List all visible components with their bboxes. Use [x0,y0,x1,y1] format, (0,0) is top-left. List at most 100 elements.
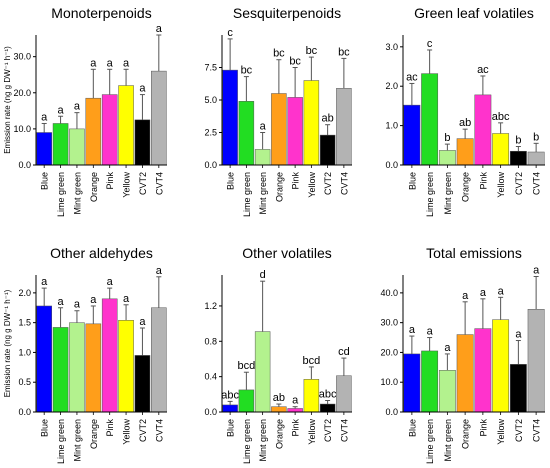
x-tick-label: Yellow [122,419,132,445]
x-tick-label: Mint green [258,419,268,462]
bar-yellow [492,133,510,166]
x-tick-label: Lime green [56,419,66,464]
y-tick-label: 1.2 [204,301,217,311]
bar-lime-green [421,73,439,166]
bar-yellow [303,379,320,413]
significance-letter: bc [306,45,318,57]
chart-panel-1: Monoterpenoids Emission rate (ng g DW⁻¹ h… [3,5,167,217]
x-tick-label: Pink [478,172,488,190]
significance-letter: ac [406,71,418,83]
significance-letter: a [123,293,130,305]
y-tick-label: 10.0 [13,124,31,134]
significance-letter: bcd [303,355,321,367]
bar-cvt4 [151,307,167,413]
significance-letter: a [533,264,540,276]
significance-letter: a [107,57,114,69]
x-tick-label: Yellow [122,172,132,198]
x-tick-label: Orange [89,172,99,202]
chart-title: Monoterpenoids [51,5,151,21]
x-tick-label: CVT4 [154,172,164,195]
x-tick-label: Blue [40,419,50,437]
bar-cvt2 [319,134,336,166]
bar-mint-green [69,128,85,166]
bar-pink [101,94,118,166]
significance-letter: abc [319,389,337,401]
bar-pink [287,408,303,413]
significance-letter: ab [273,392,285,404]
bar-mint-green [438,370,456,413]
significance-letter: a [41,111,48,123]
significance-letter: ac [477,64,489,76]
bar-mint-green [438,150,456,166]
x-tick-label: Orange [274,419,284,449]
bar-yellow [118,85,134,166]
x-tick-label: CVT4 [532,419,542,442]
bar-pink [101,298,118,413]
y-tick-label: 1.5 [18,318,31,328]
x-tick-label: Pink [105,172,115,190]
x-tick-label: Blue [407,419,417,437]
y-tick-label: 0.0 [385,407,398,417]
significance-letter: a [90,294,97,306]
bar-cvt2 [134,119,151,166]
x-tick-label: Blue [226,172,236,190]
bar-mint-green [254,331,271,413]
significance-letter: abc [221,389,239,401]
y-tick-label: 3.0 [385,42,398,52]
significance-letter: a [58,296,65,308]
chart-panel-5: Other volatiles abc Blue bcd Lime green d Mint… [204,245,352,464]
y-tick-label: 0.0 [18,160,31,170]
bar-pink [474,94,492,166]
y-tick-label: 2.0 [18,288,31,298]
x-tick-label: Yellow [496,419,506,445]
x-tick-label: Mint green [72,419,82,462]
x-tick-label: Orange [461,172,471,202]
x-tick-label: CVT4 [339,419,349,442]
significance-letter: a [498,285,505,297]
x-tick-label: Mint green [258,172,268,215]
significance-letter: a [427,326,434,338]
bar-cvt4 [336,375,352,413]
bar-pink [474,328,492,413]
significance-letter: d [260,269,266,281]
y-tick-label: 30.0 [13,52,31,62]
x-tick-label: CVT4 [339,172,349,195]
x-tick-label: Blue [407,172,417,190]
significance-letter: a [139,83,146,95]
x-tick-label: Pink [291,172,301,190]
chart-title: Sesquiterpenoids [233,5,341,21]
bar-cvt4 [527,151,545,166]
x-tick-label: Orange [89,419,99,449]
bar-orange [271,93,287,166]
significance-letter: a [515,329,522,341]
bar-orange [456,334,474,413]
chart-title: Green leaf volatiles [414,5,534,21]
chart-panel-6: Total emissions a Blue a Lime green a Mint gre… [380,245,545,464]
x-tick-label: CVT2 [138,172,148,195]
significance-letter: a [74,299,81,311]
x-tick-label: Orange [461,419,471,449]
x-tick-label: Blue [40,172,50,190]
bar-orange [456,138,474,166]
y-tick-label: 0.0 [204,160,217,170]
chart-title: Other volatiles [242,245,331,261]
significance-letter: a [292,395,299,407]
y-tick-label: 20.0 [13,88,31,98]
bar-cvt2 [319,403,336,413]
y-tick-label: 5.0 [204,95,217,105]
x-tick-label: Lime green [56,172,66,217]
y-tick-label: 0.0 [18,407,31,417]
bar-orange [271,406,287,413]
x-tick-label: Lime green [425,419,435,464]
chart-panel-3: Green leaf volatiles ac Blue c Lime green b Mi… [385,5,545,217]
y-tick-label: 0.0 [204,407,217,417]
bar-lime-green [238,101,255,166]
x-tick-label: CVT2 [323,419,333,442]
y-tick-label: 30.0 [380,318,398,328]
y-tick-label: 7.5 [204,63,217,73]
significance-letter: a [462,290,469,302]
y-axis-label: Emission rate (ng g DW⁻¹ h⁻¹) [3,46,12,154]
significance-letter: a [480,287,487,299]
significance-letter: bc [241,65,253,77]
